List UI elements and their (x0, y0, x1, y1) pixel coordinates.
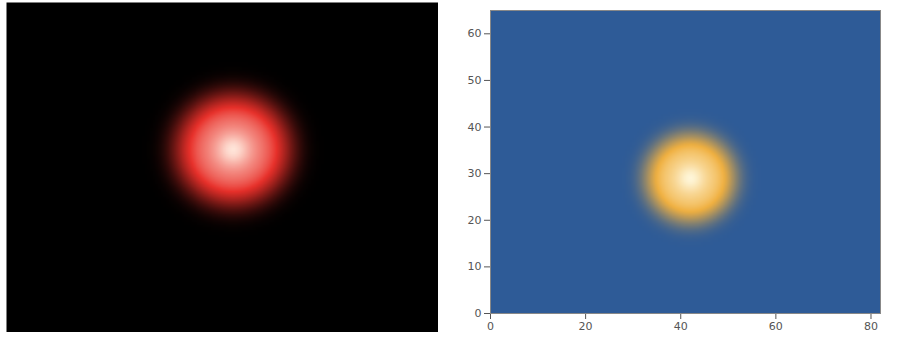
svg-text:60: 60 (468, 27, 482, 40)
svg-text:0: 0 (487, 320, 494, 333)
svg-text:50: 50 (468, 74, 482, 87)
svg-text:10: 10 (468, 260, 482, 273)
svg-text:0: 0 (475, 307, 482, 320)
svg-text:20: 20 (468, 214, 482, 227)
svg-text:60: 60 (769, 320, 783, 333)
svg-text:40: 40 (468, 121, 482, 134)
svg-text:20: 20 (579, 320, 593, 333)
svg-text:40: 40 (674, 320, 688, 333)
svg-text:30: 30 (468, 167, 482, 180)
svg-text:80: 80 (864, 320, 878, 333)
